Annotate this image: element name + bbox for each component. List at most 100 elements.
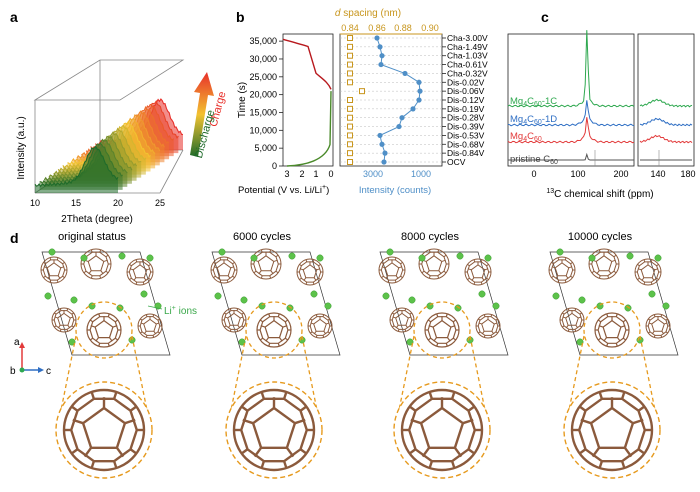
fullerene-ring xyxy=(42,259,66,281)
fullerene-bond xyxy=(59,329,62,332)
fullerene xyxy=(570,388,654,472)
fullerene-bond xyxy=(100,270,104,275)
panel-a: a 10 15 20 25 2Theta (degree) Intensity … xyxy=(10,9,229,225)
structure-panel xyxy=(378,248,509,479)
li-ion xyxy=(286,304,294,312)
fullerene-bond xyxy=(294,418,306,425)
fullerene-bond xyxy=(226,279,229,283)
fullerene-bond xyxy=(140,322,144,325)
fullerene-bond xyxy=(395,275,399,279)
fullerene-bond xyxy=(477,318,481,321)
panel-b: b d spacing (nm) 0.84 0.86 0.88 0.90 0 5,… xyxy=(236,8,488,196)
intensity-point xyxy=(377,44,383,50)
fullerene-bond xyxy=(99,249,102,253)
xtick: 100 xyxy=(570,169,585,179)
fullerene-bond xyxy=(72,418,84,425)
intensity-point xyxy=(402,70,408,77)
fullerene-bond xyxy=(598,391,604,400)
fullerene xyxy=(464,258,492,286)
li-ion xyxy=(80,254,88,262)
top-axis-label: d spacing (nm) xyxy=(335,8,401,19)
zoom-line xyxy=(57,335,77,426)
fullerene-bond xyxy=(142,259,145,263)
xrd-curve xyxy=(34,145,119,188)
state-label: Dis-0.53V xyxy=(447,130,485,140)
fullerene-bond xyxy=(305,281,308,285)
d-spacing-marker xyxy=(347,141,353,148)
grid xyxy=(340,37,442,163)
fullerene-bond xyxy=(450,325,456,328)
fullerene-bond xyxy=(637,277,640,281)
fullerene-bond xyxy=(597,319,602,323)
fullerene-bond xyxy=(404,329,407,332)
li-ion xyxy=(648,290,656,298)
fullerene-ring xyxy=(94,319,114,339)
fullerene-bond xyxy=(107,343,110,347)
fullerene-bond xyxy=(387,257,390,261)
fullerene-bond xyxy=(129,263,132,267)
fullerene-bond xyxy=(237,325,241,329)
fullerene-bond xyxy=(129,448,138,455)
fullerene-ring xyxy=(313,318,327,332)
series-label-pristine: pristine C60 xyxy=(510,154,558,166)
fullerene-bond xyxy=(486,277,489,281)
state-label: Cha-0.61V xyxy=(447,60,488,70)
state-label: Cha-1.49V xyxy=(447,42,488,52)
li-ion xyxy=(576,338,584,346)
li-ion xyxy=(48,248,56,256)
li-ion xyxy=(588,254,596,262)
state-label: Cha-1.03V xyxy=(447,51,488,61)
fullerene-bond xyxy=(90,275,93,279)
fullerene xyxy=(548,256,576,284)
fullerene-ring xyxy=(481,318,495,332)
fullerene-bond xyxy=(240,316,244,319)
fullerene-bond xyxy=(213,261,216,265)
intensity-axes xyxy=(339,33,443,167)
nmr-curve xyxy=(507,30,635,108)
fullerene-bond xyxy=(567,329,570,332)
intensity-axis-label: Intensity (counts) xyxy=(359,185,431,196)
fullerene-bond xyxy=(43,261,46,265)
fullerene-bond xyxy=(326,322,330,325)
fullerene-bond xyxy=(232,275,235,279)
fullerene-bond xyxy=(275,270,279,274)
structure-title: 6000 cycles xyxy=(233,231,292,243)
fullerene-bond xyxy=(620,391,626,400)
fullerene-bond xyxy=(637,405,646,412)
fullerene-bond xyxy=(133,277,137,281)
fullerene-bond xyxy=(223,312,227,315)
fullerene-bond xyxy=(229,329,232,332)
fullerene-bond xyxy=(381,266,386,269)
fullerene-bond xyxy=(56,257,59,261)
fullerene-bond xyxy=(579,325,583,328)
state-label: Dis-0.06V xyxy=(447,86,485,96)
fullerene-bond xyxy=(660,314,663,317)
y-tick-label: 30,000 xyxy=(249,54,277,64)
xtick: 2 xyxy=(299,169,304,179)
fullerene-bond xyxy=(622,337,627,341)
zoom-line xyxy=(639,335,659,426)
fullerene-bond xyxy=(565,325,569,329)
fullerene-bond xyxy=(591,447,601,458)
fullerene-bond xyxy=(313,277,317,281)
fullerene-bond xyxy=(322,335,325,338)
panel-label-a: a xyxy=(10,9,18,25)
fullerene-bond xyxy=(400,275,403,279)
fullerene-ring xyxy=(395,312,409,326)
d-spacing-marker xyxy=(347,70,353,77)
fullerene xyxy=(424,312,460,348)
fullerene-bond xyxy=(157,318,161,321)
fullerene-bond xyxy=(143,331,147,335)
fullerene-ring xyxy=(602,319,622,339)
fullerene-bond xyxy=(303,277,307,281)
fullerene-bond xyxy=(105,254,109,258)
fullerene-bond xyxy=(613,270,617,274)
fullerene-bond xyxy=(227,275,231,279)
fullerene-ring xyxy=(384,262,400,277)
axis-c-label: c xyxy=(46,366,51,377)
fullerene-bond xyxy=(269,249,272,253)
fullerene-bond xyxy=(597,337,602,341)
fullerene-bond xyxy=(567,308,570,311)
axis-b-label: b xyxy=(10,366,16,377)
fullerene-bond xyxy=(62,261,65,265)
